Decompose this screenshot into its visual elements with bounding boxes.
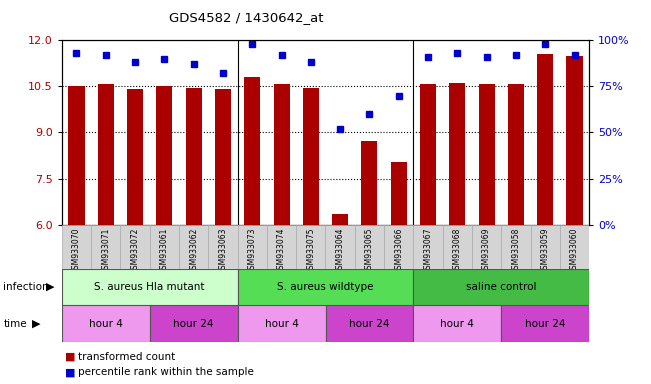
Bar	[186, 88, 202, 225]
Text: saline control: saline control	[466, 282, 536, 292]
Bar	[208, 225, 238, 269]
Text: GSM933059: GSM933059	[541, 228, 549, 274]
Text: GSM933067: GSM933067	[424, 228, 432, 274]
Text: S. aureus wildtype: S. aureus wildtype	[277, 282, 374, 292]
Text: ■: ■	[65, 352, 76, 362]
Bar	[501, 225, 531, 269]
Bar	[150, 225, 179, 269]
Text: GSM933073: GSM933073	[248, 228, 256, 274]
Text: GSM933060: GSM933060	[570, 228, 579, 274]
Bar	[150, 305, 238, 342]
Text: hour 24: hour 24	[349, 318, 390, 329]
Bar	[501, 305, 589, 342]
Bar	[391, 162, 407, 225]
Bar	[238, 305, 326, 342]
Bar	[508, 84, 524, 225]
Bar	[267, 225, 296, 269]
Text: GSM933072: GSM933072	[131, 228, 139, 274]
Bar	[413, 269, 589, 305]
Text: hour 4: hour 4	[89, 318, 123, 329]
Bar	[413, 225, 443, 269]
Bar	[531, 225, 560, 269]
Bar	[62, 269, 238, 305]
Text: ▶: ▶	[31, 318, 40, 329]
Bar	[384, 225, 413, 269]
Bar	[443, 225, 472, 269]
Bar	[478, 84, 495, 225]
Bar	[179, 225, 208, 269]
Bar	[273, 84, 290, 225]
Bar	[68, 86, 85, 225]
Text: transformed count: transformed count	[78, 352, 175, 362]
Text: GSM933069: GSM933069	[482, 228, 491, 274]
Text: hour 24: hour 24	[525, 318, 566, 329]
Text: percentile rank within the sample: percentile rank within the sample	[78, 367, 254, 377]
Bar	[537, 53, 553, 225]
Bar	[98, 84, 114, 225]
Text: GSM933062: GSM933062	[189, 228, 198, 274]
Text: GSM933074: GSM933074	[277, 228, 286, 274]
Text: GSM933065: GSM933065	[365, 228, 374, 274]
Bar	[566, 56, 583, 225]
Text: hour 4: hour 4	[264, 318, 299, 329]
Bar	[62, 225, 91, 269]
Bar	[244, 77, 260, 225]
Text: GSM933063: GSM933063	[219, 228, 227, 274]
Bar	[238, 269, 413, 305]
Bar	[120, 225, 150, 269]
Text: GSM933068: GSM933068	[453, 228, 462, 274]
Bar	[127, 89, 143, 225]
Bar	[560, 225, 589, 269]
Bar	[238, 225, 267, 269]
Bar	[449, 83, 465, 225]
Bar	[332, 214, 348, 225]
Text: hour 4: hour 4	[440, 318, 475, 329]
Bar	[91, 225, 120, 269]
Bar	[215, 89, 231, 225]
Bar	[413, 305, 501, 342]
Text: S. aureus Hla mutant: S. aureus Hla mutant	[94, 282, 205, 292]
Text: time: time	[3, 318, 27, 329]
Text: ▶: ▶	[46, 282, 55, 292]
Text: infection: infection	[3, 282, 49, 292]
Bar	[355, 225, 384, 269]
Text: ■: ■	[65, 367, 76, 377]
Bar	[303, 88, 319, 225]
Bar	[156, 86, 173, 225]
Text: GSM933058: GSM933058	[512, 228, 520, 274]
Text: GSM933075: GSM933075	[307, 228, 315, 274]
Text: GSM933064: GSM933064	[336, 228, 344, 274]
Text: GSM933071: GSM933071	[102, 228, 110, 274]
Bar	[326, 305, 413, 342]
Bar	[420, 84, 436, 225]
Bar	[472, 225, 501, 269]
Text: GDS4582 / 1430642_at: GDS4582 / 1430642_at	[169, 12, 324, 25]
Bar	[361, 141, 378, 225]
Text: GSM933066: GSM933066	[395, 228, 403, 274]
Bar	[296, 225, 326, 269]
Text: GSM933070: GSM933070	[72, 228, 81, 274]
Text: hour 24: hour 24	[173, 318, 214, 329]
Bar	[326, 225, 355, 269]
Text: GSM933061: GSM933061	[160, 228, 169, 274]
Bar	[62, 305, 150, 342]
